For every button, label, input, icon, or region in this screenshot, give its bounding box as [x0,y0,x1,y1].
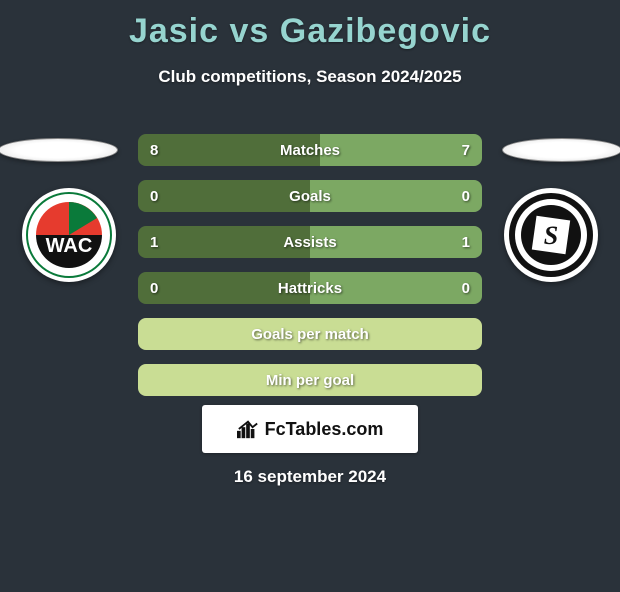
sturm-graz-logo-icon: S [508,192,594,278]
wac-logo-icon: WAC [26,192,112,278]
stat-value-left: 1 [150,234,158,251]
stats-container: 8 7 Matches 0 0 Goals 1 1 Assists 0 0 Hattricks Goal… [138,134,482,410]
brand-text: FcTables.com [265,419,384,440]
stat-value-right: 1 [462,234,470,251]
team-badge-right: S [504,188,598,282]
svg-text:WAC: WAC [46,235,93,257]
stat-name: Goals [289,188,331,205]
subtitle: Club competitions, Season 2024/2025 [0,67,620,87]
stat-row: 0 0 Goals [138,180,482,212]
stat-row: Min per goal [138,364,482,396]
player-disc-left [0,138,118,162]
player-disc-right [502,138,620,162]
stat-row: 1 1 Assists [138,226,482,258]
stat-bar-right [310,180,482,212]
stat-name: Assists [283,234,336,251]
team-badge-left: WAC [22,188,116,282]
stat-name: Min per goal [266,372,354,389]
stat-row: Goals per match [138,318,482,350]
page-title: Jasic vs Gazibegovic [0,12,620,51]
date-text: 16 september 2024 [0,467,620,487]
stat-row: 8 7 Matches [138,134,482,166]
svg-text:S: S [544,221,558,250]
brand-badge: FcTables.com [202,405,418,453]
fctables-logo-icon [237,419,259,439]
stat-name: Goals per match [251,326,369,343]
stat-bar-left [138,180,310,212]
stat-name: Hattricks [278,280,342,297]
stat-value-right: 0 [462,280,470,297]
stat-value-left: 8 [150,142,158,159]
stat-value-right: 0 [462,188,470,205]
stat-value-left: 0 [150,280,158,297]
stat-value-right: 7 [462,142,470,159]
stat-bar-right [320,134,482,166]
stat-value-left: 0 [150,188,158,205]
stat-name: Matches [280,142,340,159]
stat-row: 0 0 Hattricks [138,272,482,304]
